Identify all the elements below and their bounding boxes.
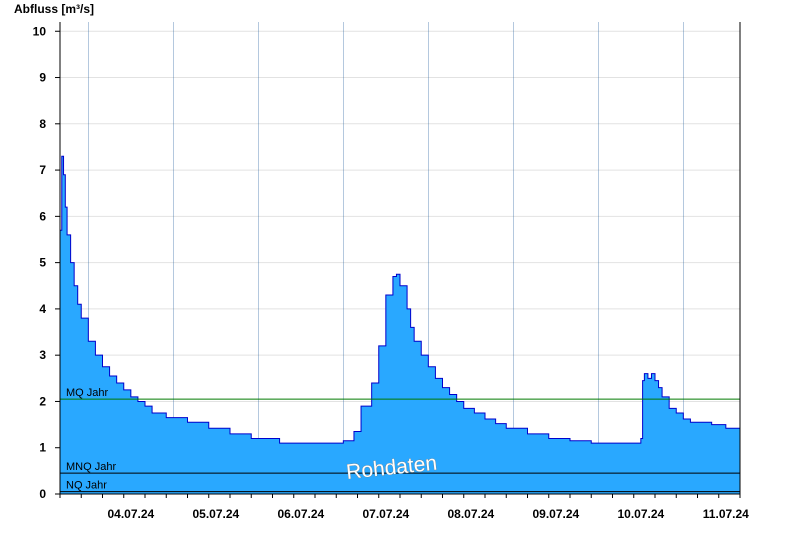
x-tick-label-1: 05.07.24	[192, 507, 239, 521]
y-tick-label-10: 10	[33, 24, 47, 38]
x-tick-label-5: 09.07.24	[532, 507, 579, 521]
x-tick-label-7: 11.07.24	[703, 507, 749, 521]
discharge-area	[60, 156, 740, 494]
x-tick-label-4: 08.07.24	[447, 507, 494, 521]
x-tick-label-6: 10.07.24	[617, 507, 664, 521]
axis-layer: 0 1 2 3 4 5 6 7 8 9 10 04.07.24 05.07.24 06.07.24 07.0…	[33, 22, 749, 521]
grid-layer	[60, 22, 740, 494]
y-tick-label-4: 4	[39, 302, 46, 316]
y-tick-label-1: 1	[39, 441, 46, 455]
ref-label-2: NQ Jahr	[66, 480, 107, 492]
y-tick-label-5: 5	[39, 256, 46, 270]
discharge-line	[60, 155, 740, 444]
ref-label-0: MQ Jahr	[66, 387, 109, 399]
y-tick-label-7: 7	[39, 163, 46, 177]
y-tick-label-6: 6	[39, 209, 46, 223]
x-tick-label-2: 06.07.24	[277, 507, 324, 521]
data-layer	[60, 155, 740, 494]
y-tick-label-0: 0	[39, 487, 46, 501]
y-tick-label-8: 8	[39, 117, 46, 131]
x-tick-label-0: 04.07.24	[107, 507, 154, 521]
x-tick-label-3: 07.07.24	[362, 507, 409, 521]
y-tick-label-9: 9	[39, 71, 46, 85]
y-tick-label-2: 2	[39, 394, 46, 408]
reference-lines-layer: MQ Jahr MNQ Jahr NQ Jahr	[60, 387, 740, 493]
y-tick-label-3: 3	[39, 348, 46, 362]
ref-label-1: MNQ Jahr	[66, 461, 116, 473]
y-axis-title: Abfluss [m³/s]	[14, 2, 94, 16]
